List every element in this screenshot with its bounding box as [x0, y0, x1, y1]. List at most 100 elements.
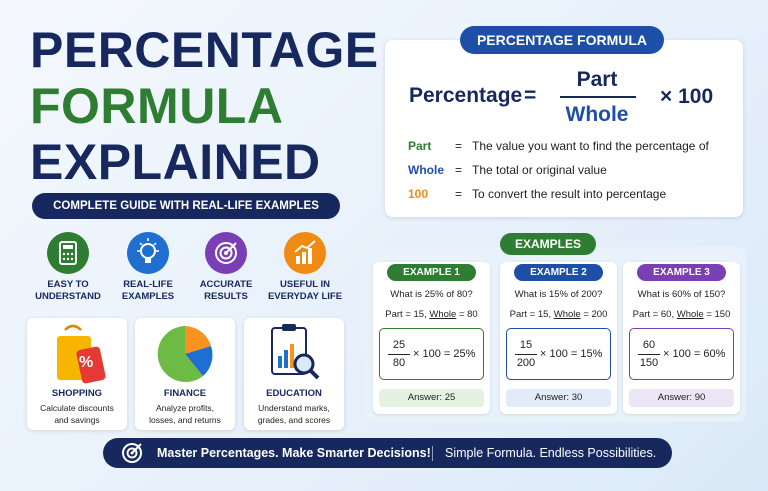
given-whole-term: Whole: [553, 309, 581, 320]
finance-icon: [155, 324, 215, 389]
definition-text: The total or original value: [472, 163, 607, 177]
formula-equals: =: [524, 84, 537, 107]
definition-term: Whole: [408, 163, 444, 177]
feature-glyph: [294, 240, 316, 264]
divider: [432, 446, 433, 461]
example-card: EXAMPLE 2 What is 15% of 200? Part = 15, W…: [500, 262, 617, 414]
use-desc: Calculate discounts and savings: [27, 402, 127, 426]
definition-text: The value you want to find the percentag…: [472, 139, 709, 153]
definition-equals: =: [455, 139, 463, 153]
feature-label: USEFUL IN EVERYDAY LIFE: [265, 279, 345, 303]
education-icon-graphic: [271, 324, 320, 380]
calc-result: × 100 = 25%: [413, 348, 476, 360]
example-question: What is 15% of 200?: [514, 289, 603, 300]
shopping-icon-graphic: [57, 324, 106, 384]
feature-label-line: REAL-LIFE: [123, 279, 173, 290]
feature-label-line: EVERYDAY LIFE: [267, 291, 343, 302]
given-whole-term: Whole: [676, 309, 704, 320]
feature: ACCURATE RESULTS: [186, 232, 266, 303]
given-part: Part = 15,: [385, 309, 427, 320]
definition-term: Part: [408, 139, 432, 153]
use-desc-line: Calculate discounts: [40, 403, 114, 413]
fraction-bar: [560, 96, 636, 98]
use-title: FINANCE: [163, 388, 207, 399]
use-desc-line: Analyze profits,: [155, 403, 215, 413]
calc-result: × 100 = 60%: [663, 348, 726, 360]
feature-label: REAL-LIFE EXAMPLES: [108, 279, 188, 303]
given-whole-term: Whole: [429, 309, 457, 320]
calc-denominator: 150: [639, 357, 659, 369]
calc-numerator: 25: [392, 339, 406, 351]
feature-icon: [127, 232, 169, 274]
given-whole-value: = 200: [583, 309, 608, 320]
examples-heading: EXAMPLES: [500, 233, 596, 255]
use-desc: Analyze profits, losses, and returns: [135, 402, 235, 426]
definition-text: To convert the result into percentage: [472, 187, 667, 201]
calc-numerator: 15: [519, 339, 533, 351]
target-icon: [122, 443, 142, 463]
example-answer: Answer: 30: [506, 389, 611, 407]
finance-icon-graphic: [157, 326, 213, 382]
example-card: EXAMPLE 1 What is 25% of 80? Part = 15, Wh…: [373, 262, 490, 414]
example-calc: 25 80 × 100 = 25%: [379, 328, 484, 380]
feature: USEFUL IN EVERYDAY LIFE: [265, 232, 345, 303]
title-line: EXPLAINED: [30, 134, 321, 190]
feature-label-line: ACCURATE: [199, 279, 253, 290]
feature-label: ACCURATE RESULTS: [186, 279, 266, 303]
shopping-badge: %: [79, 354, 94, 371]
use-desc-line: grades, and scores: [257, 415, 331, 425]
example-answer: Answer: 90: [629, 389, 734, 407]
shopping-icon: [45, 324, 109, 391]
feature-label-line: EXAMPLES: [121, 291, 175, 302]
given-whole-value: = 150: [706, 309, 731, 320]
example-calc: 15 200 × 100 = 15%: [506, 328, 611, 380]
feature: REAL-LIFE EXAMPLES: [108, 232, 188, 303]
feature-label-line: UNDERSTAND: [35, 291, 101, 302]
feature-glyph: [137, 238, 159, 263]
calc-result: × 100 = 15%: [540, 348, 603, 360]
use-desc-line: Understand marks,: [258, 403, 330, 413]
footer-right: Simple Formula. Endless Possibilities.: [445, 446, 657, 460]
title-line: FORMULA: [30, 78, 284, 134]
formula-denominator: Whole: [565, 103, 629, 126]
given-part: Part = 15,: [509, 309, 552, 320]
feature-glyph: [215, 242, 237, 264]
use-desc-line: losses, and returns: [149, 415, 221, 425]
feature-label-line: RESULTS: [204, 291, 248, 302]
use-card: % SHOPPING Calculate discounts and savings: [27, 318, 127, 430]
calc-bar: [515, 354, 537, 355]
example-given: Part = 15, Whole = 80: [373, 309, 490, 320]
feature-label-line: USEFUL IN: [280, 279, 330, 290]
footer-banner: Master Percentages. Make Smarter Decisio…: [103, 438, 672, 468]
use-title: EDUCATION: [266, 388, 322, 399]
calc-bar: [388, 354, 410, 355]
feature-label: EASY TO UNDERSTAND: [28, 279, 108, 303]
given-whole-value: = 80: [458, 309, 478, 320]
use-title: SHOPPING: [51, 388, 103, 399]
footer-left: Master Percentages. Make Smarter Decisio…: [157, 446, 431, 460]
example-answer: Answer: 25: [379, 389, 484, 407]
formula-numerator: Part: [576, 68, 618, 91]
example-calc: 60 150 × 100 = 60%: [629, 328, 734, 380]
use-card: EDUCATION Understand marks, grades, and sc…: [244, 318, 344, 430]
given-part: Part = 60,: [632, 309, 675, 320]
subtitle-banner: COMPLETE GUIDE WITH REAL-LIFE EXAMPLES: [32, 193, 340, 219]
feature-icon: [284, 232, 326, 274]
example-question: What is 25% of 80?: [390, 289, 473, 300]
example-label: EXAMPLE 1: [387, 264, 476, 281]
calc-bar: [638, 354, 660, 355]
definition-term: 100: [408, 187, 429, 201]
example-given: Part = 60, Whole = 150: [623, 309, 740, 320]
feature: EASY TO UNDERSTAND: [28, 232, 108, 303]
calc-denominator: 80: [392, 357, 406, 369]
title-line: PERCENTAGE: [30, 22, 379, 78]
definition-equals: =: [455, 187, 463, 201]
example-label: EXAMPLE 3: [637, 264, 726, 281]
feature-glyph: [59, 241, 77, 265]
example-given: Part = 15, Whole = 200: [500, 309, 617, 320]
definition-equals: =: [455, 163, 463, 177]
formula-heading: PERCENTAGE FORMULA: [460, 26, 664, 54]
example-question: What is 60% of 150?: [637, 289, 726, 300]
formula-box: [385, 40, 743, 217]
